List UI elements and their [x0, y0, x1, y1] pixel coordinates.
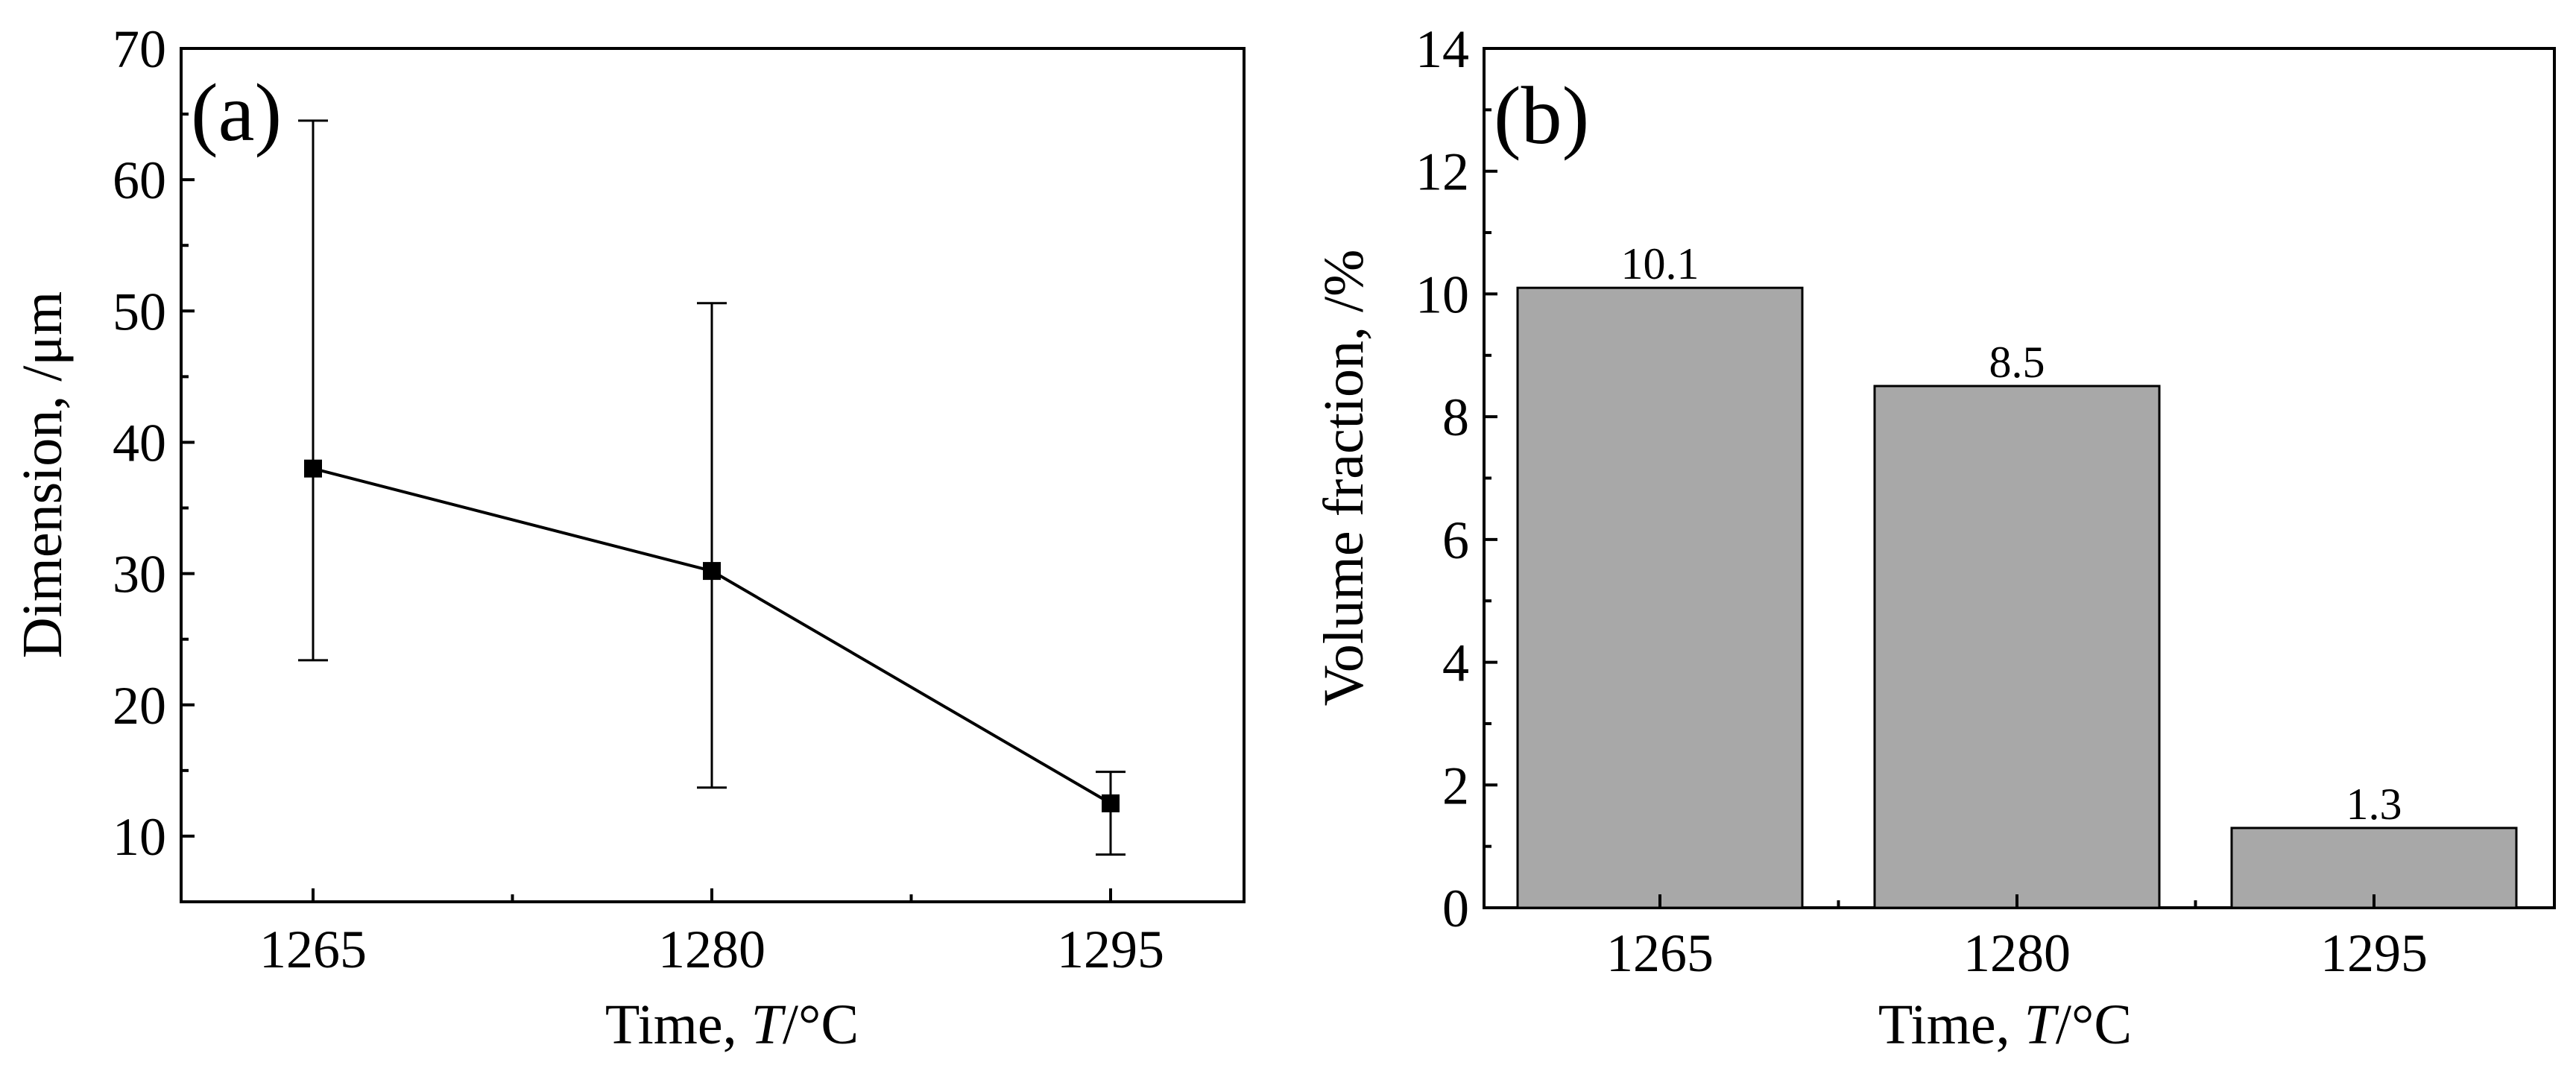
panel-a-label: (a): [191, 67, 282, 158]
panel-a-y-tick-label: 30: [113, 545, 166, 604]
panel-b-label: (b): [1494, 70, 1589, 161]
panel-b-data-label: 8.5: [1989, 338, 2045, 387]
panel-a-y-axis-title: Dimension, /μm: [11, 291, 74, 659]
panel-b-data-label: 1.3: [2346, 780, 2402, 829]
panel-b-x-tick-label: 1295: [2320, 923, 2428, 983]
panel-a-x-axis-title-italic: T: [751, 993, 786, 1056]
panel-a-y-tick-label: 10: [113, 807, 166, 867]
panel-a-x-tick-label: 1280: [658, 920, 765, 979]
panel-a-markers: [304, 459, 1120, 812]
panel-b-x-axis: 1265 1280 1295: [1606, 894, 2428, 983]
panel-a-y-tick-label: 20: [113, 676, 166, 736]
panel-b-y-tick-label: 2: [1442, 756, 1469, 815]
panel-a-data-point: [1102, 794, 1120, 812]
panel-a-x-axis-title-suffix: /°C: [783, 993, 859, 1056]
panel-a-x-tick-label: 1295: [1057, 920, 1164, 979]
panel-b-x-axis-title: Time, T/°C: [1878, 993, 2132, 1056]
panel-b-data-label: 10.1: [1621, 239, 1699, 288]
panel-b-y-tick-label: 6: [1442, 511, 1469, 570]
panel-b-x-tick-label: 1280: [1963, 923, 2071, 983]
panel-a-error-bars: [298, 119, 1126, 856]
panel-b-bars: [1516, 286, 2518, 909]
panel-b-x-axis-title-prefix: Time,: [1878, 993, 2024, 1056]
panel-b-y-tick-label: 12: [1415, 142, 1469, 202]
panel-a-dimension-chart: 10 20 30 40 50 60 70 1265 1280 1295 (a) Dimensio…: [11, 19, 1246, 1056]
panel-a-x-tick-label: 1265: [259, 920, 367, 979]
panel-a-data-point: [703, 562, 721, 581]
panel-b-bar: [1516, 286, 1804, 909]
panel-a-y-tick-label: 60: [113, 151, 166, 210]
panel-a-data-point: [304, 459, 322, 478]
panel-b-data-labels: 10.1 8.5 1.3: [1621, 239, 2402, 829]
panel-a-y-tick-label: 40: [113, 413, 166, 473]
panel-b-x-axis-title-italic: T: [2024, 993, 2059, 1056]
panel-a-x-axis-title-prefix: Time,: [605, 993, 751, 1056]
panel-b-y-tick-label: 4: [1442, 633, 1469, 693]
panel-b-y-tick-label: 14: [1415, 19, 1469, 79]
panel-a-y-axis: 10 20 30 40 50 60 70: [113, 19, 195, 867]
panel-b-y-axis-title: Volume fraction, /%: [1313, 250, 1375, 707]
panel-b-y-tick-label: 0: [1442, 879, 1469, 938]
panel-a-x-axis-title: Time, T/°C: [605, 993, 859, 1056]
panel-b-x-tick-label: 1265: [1606, 923, 1714, 983]
panel-b-y-axis: 0 2 4 6 8 10 12 14: [1415, 19, 1497, 938]
panel-a-y-tick-label: 50: [113, 282, 166, 341]
panel-a-x-axis: 1265 1280 1295: [259, 888, 1164, 979]
panel-a-y-tick-label: 70: [113, 19, 166, 79]
panel-b-bar: [1873, 385, 2161, 909]
panel-b-x-axis-title-suffix: /°C: [2056, 993, 2132, 1056]
panel-b-y-tick-label: 8: [1442, 388, 1469, 447]
panel-b-y-tick-label: 10: [1415, 265, 1469, 324]
